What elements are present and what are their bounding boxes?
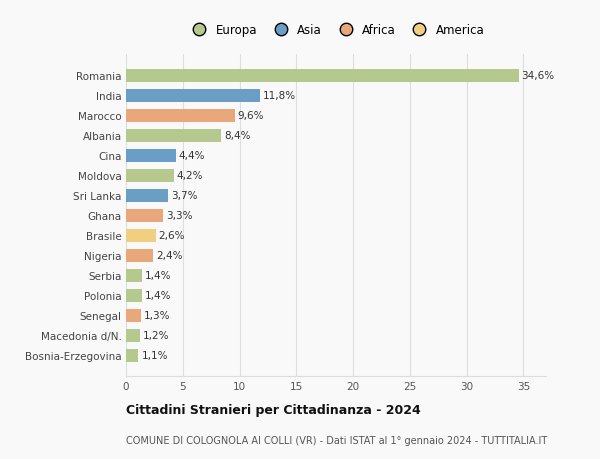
Text: 11,8%: 11,8% bbox=[263, 91, 296, 101]
Text: 4,2%: 4,2% bbox=[176, 171, 203, 181]
Bar bbox=[126, 169, 173, 182]
Bar bbox=[126, 269, 142, 282]
Bar bbox=[126, 110, 235, 123]
Text: 8,4%: 8,4% bbox=[224, 131, 251, 141]
Bar bbox=[126, 209, 163, 222]
Text: 2,4%: 2,4% bbox=[156, 251, 182, 261]
Bar bbox=[126, 309, 141, 322]
Text: 3,3%: 3,3% bbox=[166, 211, 193, 221]
Text: 2,6%: 2,6% bbox=[158, 231, 185, 241]
Bar bbox=[126, 129, 221, 142]
Bar bbox=[126, 229, 155, 242]
Text: 9,6%: 9,6% bbox=[238, 111, 265, 121]
Text: 1,4%: 1,4% bbox=[145, 291, 171, 301]
Bar bbox=[126, 349, 139, 362]
Bar bbox=[126, 90, 260, 102]
Bar bbox=[126, 329, 140, 342]
Text: 3,7%: 3,7% bbox=[171, 191, 197, 201]
Text: 1,1%: 1,1% bbox=[142, 350, 168, 360]
Text: 4,4%: 4,4% bbox=[179, 151, 205, 161]
Text: 1,4%: 1,4% bbox=[145, 270, 171, 280]
Text: COMUNE DI COLOGNOLA AI COLLI (VR) - Dati ISTAT al 1° gennaio 2024 - TUTTITALIA.I: COMUNE DI COLOGNOLA AI COLLI (VR) - Dati… bbox=[126, 435, 547, 445]
Text: Cittadini Stranieri per Cittadinanza - 2024: Cittadini Stranieri per Cittadinanza - 2… bbox=[126, 403, 421, 416]
Text: 1,2%: 1,2% bbox=[142, 330, 169, 340]
Bar bbox=[126, 289, 142, 302]
Bar bbox=[126, 150, 176, 162]
Bar bbox=[126, 70, 519, 83]
Text: 34,6%: 34,6% bbox=[521, 71, 555, 81]
Text: 1,3%: 1,3% bbox=[143, 310, 170, 320]
Bar bbox=[126, 189, 168, 202]
Legend: Europa, Asia, Africa, America: Europa, Asia, Africa, America bbox=[182, 19, 490, 42]
Bar bbox=[126, 249, 153, 262]
